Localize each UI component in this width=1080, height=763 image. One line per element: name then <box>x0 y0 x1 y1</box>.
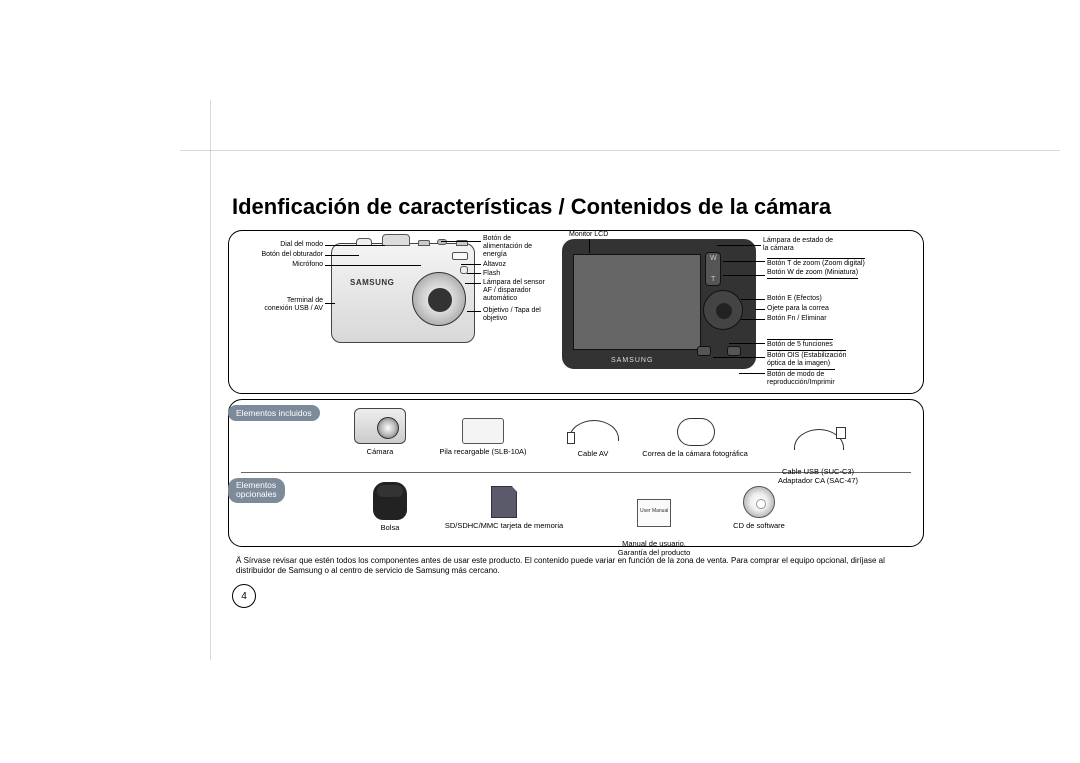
item-label: Pila recargable (SLB-10A) <box>435 447 531 456</box>
crop-guide-vertical <box>210 100 211 660</box>
play-button-icon <box>727 346 741 356</box>
page-number: 4 <box>232 584 256 608</box>
leader-line <box>325 245 385 246</box>
label-status-lamp: Lámpara de estado de la cámara <box>763 237 833 253</box>
item-label: Cable USB (SUC-C3) Adaptador CA (SAC-47) <box>763 467 873 485</box>
strap-icon <box>667 416 723 446</box>
control-wheel-icon <box>703 290 743 330</box>
camera-back-illustration: SAMSUNG <box>562 239 756 369</box>
leader-line <box>467 311 481 312</box>
item-manual: Manual de usuario, Garantía del producto <box>599 490 709 566</box>
leader-line <box>741 299 765 300</box>
item-battery: Pila recargable (SLB-10A) <box>435 418 531 456</box>
leader-line <box>589 239 590 253</box>
leader-line <box>325 303 335 304</box>
label-play: Botón de modo de reproducción/Imprimir <box>767 369 835 387</box>
item-label: CD de software <box>719 521 799 530</box>
item-strap: Correa de la cámara fotográfica <box>635 416 755 458</box>
leader-line <box>325 255 359 256</box>
leader-line <box>465 283 481 284</box>
av-cable-icon <box>565 416 621 446</box>
item-camera: Cámara <box>347 408 413 456</box>
label-lens: Objetivo / Tapa del objetivo <box>483 307 541 323</box>
leader-line <box>441 241 481 242</box>
label-terminal: Terminal de conexión USB / AV <box>237 297 323 313</box>
label-fn: Botón Fn / Eliminar <box>767 315 827 323</box>
leader-line <box>325 265 421 266</box>
optional-tag: Elementos opcionales <box>228 478 285 503</box>
power-button-icon <box>437 239 447 245</box>
camera-thumb-icon <box>354 408 406 444</box>
leader-line <box>723 261 765 262</box>
item-av-cable: Cable AV <box>559 416 627 458</box>
footnote-marker: Ä <box>236 556 244 565</box>
label-power: Botón de alimentación de energía <box>483 235 532 259</box>
label-zoom-t: Botón T de zoom (Zoom digital) <box>767 258 865 268</box>
microphone-icon <box>418 240 430 246</box>
item-label: SD/SDHC/MMC tarjeta de memoria <box>429 521 579 530</box>
label-speaker: Altavoz <box>483 261 506 269</box>
brand-label-back: SAMSUNG <box>611 357 653 364</box>
item-label: Manual de usuario, Garantía del producto <box>599 539 709 557</box>
label-lcd: Monitor LCD <box>569 231 608 239</box>
leader-line <box>729 343 765 344</box>
features-diagram: SAMSUNG Dial del modo Botón del obturado… <box>228 230 924 394</box>
item-label: Cable AV <box>559 449 627 458</box>
leader-line <box>717 245 761 246</box>
label-btn-e: Botón E (Efectos) <box>767 295 822 303</box>
leader-line <box>741 319 765 320</box>
cd-icon <box>743 486 775 518</box>
pouch-icon <box>373 482 407 520</box>
zoom-rocker-icon <box>705 252 721 286</box>
leader-line <box>467 273 481 274</box>
item-label: Correa de la cámara fotográfica <box>635 449 755 458</box>
label-ois: Botón OIS (Estabilización óptica de la i… <box>767 350 846 368</box>
footnote-text: Sírvase revisar que estén todos los comp… <box>236 556 885 575</box>
item-label: Bolsa <box>365 523 415 532</box>
flash-icon <box>452 252 468 260</box>
item-cd: CD de software <box>719 486 799 530</box>
item-pouch: Bolsa <box>365 482 415 532</box>
lcd-screen-icon <box>573 254 701 350</box>
brand-label: SAMSUNG <box>350 278 394 287</box>
label-zoom-w: Botón W de zoom (Miniatura) <box>767 269 858 279</box>
item-label: Cámara <box>347 447 413 456</box>
lens-icon <box>412 272 466 326</box>
label-af: Lámpara del sensor AF / disparador autom… <box>483 279 545 303</box>
leader-line <box>723 275 765 276</box>
label-mic: Micrófono <box>237 261 323 269</box>
sdcard-icon <box>491 486 517 518</box>
item-sdcard: SD/SDHC/MMC tarjeta de memoria <box>429 486 579 530</box>
leader-line <box>461 264 481 265</box>
mode-dial-icon <box>382 234 410 246</box>
label-mode-dial: Dial del modo <box>237 241 323 249</box>
camera-front-illustration: SAMSUNG <box>331 243 475 343</box>
label-five-fn: Botón de 5 funciones <box>767 339 833 349</box>
battery-icon <box>462 418 504 444</box>
ois-button-icon <box>697 346 711 356</box>
leader-line <box>713 357 765 358</box>
leader-line <box>739 373 765 374</box>
leader-line <box>755 309 765 310</box>
contents-box: Elementos incluidos Elementos opcionales… <box>228 399 924 547</box>
usb-cable-icon <box>790 425 846 455</box>
label-shutter: Botón del obturador <box>237 251 323 259</box>
label-strap-eyelet: Ojete para la correa <box>767 305 829 313</box>
footnote: Ä Sírvase revisar que estén todos los co… <box>236 556 924 576</box>
page-title: Idenficación de características / Conten… <box>232 194 831 220</box>
included-tag: Elementos incluidos <box>228 405 320 421</box>
item-usb-cable: Cable USB (SUC-C3) Adaptador CA (SAC-47) <box>763 416 873 494</box>
label-flash: Flash <box>483 270 500 278</box>
manual-icon <box>637 499 671 527</box>
crop-guide-horizontal <box>180 150 1060 151</box>
